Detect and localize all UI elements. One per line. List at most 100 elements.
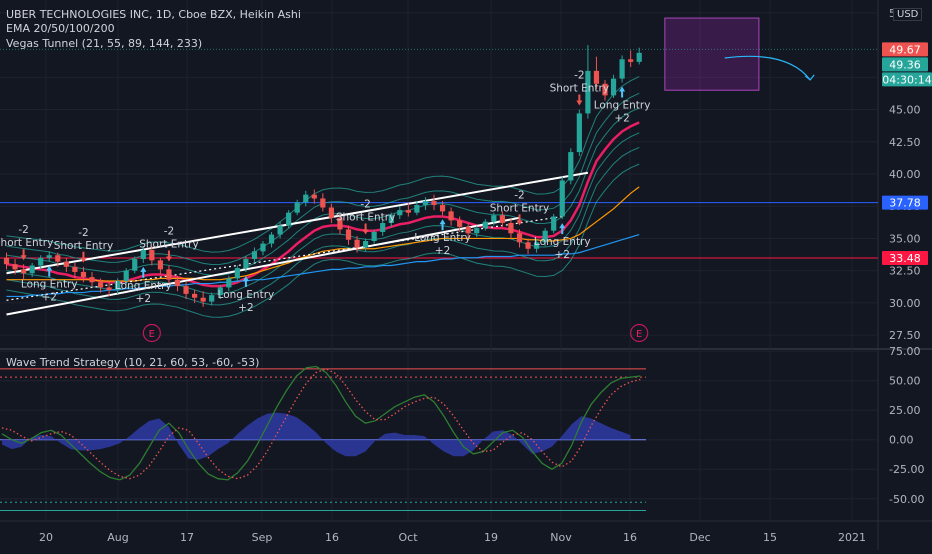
candle-body (21, 269, 27, 274)
vegas-tunnel-band (6, 146, 640, 306)
long-signal-label: Long Entry (21, 279, 78, 291)
candle-body (636, 52, 642, 62)
wave-trend-label[interactable]: Wave Trend Strategy (10, 21, 60, 53, -60… (6, 356, 260, 369)
short-signal-value: -2 (78, 227, 88, 239)
candle-body (431, 201, 437, 205)
long-signal-value: +2 (136, 293, 151, 305)
candle-body (251, 251, 258, 260)
price-tick-label: 30.00 (889, 297, 921, 310)
short-signal-arrow (576, 94, 583, 106)
long-signal-label: Long Entry (115, 280, 172, 292)
osc-tick-label: 25.00 (889, 404, 921, 417)
short-signal-label: Short Entry (54, 240, 113, 252)
osc-tick-label: 75.00 (889, 345, 921, 358)
long-signal-arrow (559, 223, 566, 235)
candle-body (286, 212, 292, 226)
x-tick-label: 16 (623, 531, 637, 544)
candle-body (337, 217, 343, 230)
candle-body (38, 257, 44, 266)
candle-body (268, 234, 275, 244)
countdown-box (882, 72, 932, 87)
short-signal-value: -2 (574, 70, 584, 82)
candle-body (576, 113, 582, 153)
long-signal-label: Long Entry (414, 232, 471, 244)
candle-body (568, 152, 574, 181)
projection-arrowhead (804, 74, 815, 81)
candle-body (559, 180, 565, 217)
candle-body (80, 271, 87, 278)
candle-body (482, 221, 488, 229)
candle-body (46, 255, 52, 258)
candle-body (499, 215, 505, 223)
target-box (664, 17, 760, 91)
candle-body (106, 287, 112, 290)
ema-indicator-label[interactable]: EMA 20/50/100/200 (6, 22, 115, 35)
candle-body (140, 250, 146, 260)
x-tick-label: 20 (39, 531, 53, 544)
wave-trend-histogram (2, 412, 631, 460)
x-tick-label: 19 (484, 531, 498, 544)
moving-average-line (6, 234, 640, 298)
long-signal-value: +2 (238, 302, 253, 314)
x-tick-label: 16 (325, 531, 339, 544)
wave-trend-wt1-line (1, 365, 641, 481)
price-label-text: 37.78 (889, 197, 921, 210)
candle-body (525, 242, 531, 249)
candle-body (3, 257, 10, 265)
earnings-label: E (636, 329, 642, 340)
short-signal-label: Short Entry (550, 83, 609, 95)
candle-body (474, 228, 480, 234)
candle-body (610, 78, 617, 96)
long-signal-label: Long Entry (594, 99, 651, 111)
candle-body (551, 216, 557, 231)
short-signal-value: -2 (360, 198, 370, 210)
long-signal-value: +2 (555, 249, 570, 261)
long-signal-arrow (619, 86, 626, 98)
candle-body (55, 255, 61, 262)
x-tick-label: Dec (689, 531, 710, 544)
x-tick-label: Aug (107, 531, 128, 544)
candle-body (29, 265, 35, 274)
price-label-box (882, 251, 928, 266)
candle-body (192, 293, 198, 298)
price-label-text: 33.48 (889, 252, 921, 265)
currency-badge[interactable]: USD (893, 8, 923, 21)
candle-body (200, 297, 206, 302)
x-tick-label: 15 (763, 531, 777, 544)
osc-tick-label: -50.00 (889, 493, 924, 506)
trend-channel-line (6, 171, 589, 275)
x-tick-label: 17 (180, 531, 194, 544)
candle-body (243, 259, 249, 269)
candle-body (72, 266, 78, 272)
candle-body (388, 215, 394, 223)
candle-body (166, 269, 172, 280)
candle-body (619, 59, 625, 79)
earnings-marker (630, 323, 649, 343)
price-tick-label: 40.00 (889, 168, 921, 181)
x-tick-label: Sep (252, 531, 273, 544)
vegas-tunnel-label[interactable]: Vegas Tunnel (21, 55, 89, 144, 233) (6, 37, 203, 50)
candle-body (422, 201, 429, 205)
long-signal-value: +2 (614, 112, 629, 124)
candle-body (311, 194, 317, 199)
short-signal-arrow (20, 249, 27, 261)
x-tick-label: Oct (398, 531, 418, 544)
candle-body (157, 260, 163, 270)
price-label-box (882, 42, 928, 57)
price-tick-label: 27.50 (889, 329, 921, 342)
candle-body (97, 282, 104, 288)
candle-body (226, 278, 232, 288)
candle-body (183, 286, 189, 294)
candle-body (63, 261, 69, 267)
price-tick-label: 42.50 (889, 136, 921, 149)
candle-body (115, 280, 121, 290)
candle-body (345, 229, 352, 240)
chart-title[interactable]: UBER TECHNOLOGIES INC, 1D, Cboe BZX, Hei… (6, 8, 301, 21)
countdown-text: 04:30:14 (882, 73, 931, 86)
candle-body (593, 70, 600, 84)
candle-body (217, 287, 223, 296)
short-signal-label: Short Entry (139, 239, 198, 251)
